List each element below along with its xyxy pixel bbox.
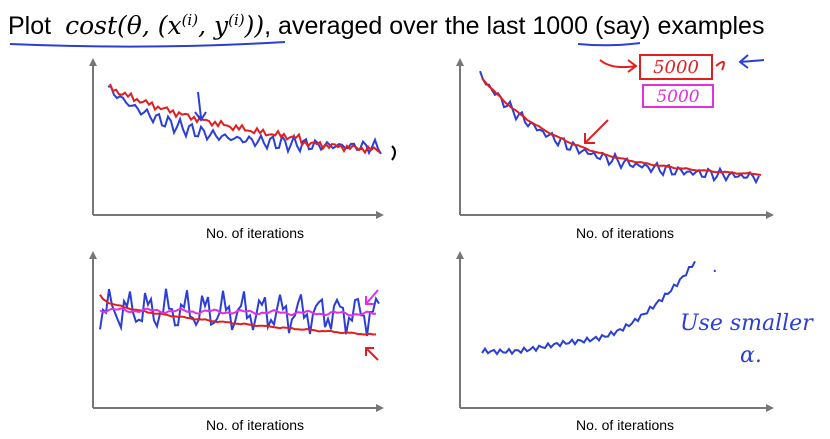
magenta-box bbox=[642, 84, 714, 108]
x-axis-label: No. of iterations bbox=[576, 417, 674, 433]
x-axis-label: No. of iterations bbox=[206, 417, 304, 433]
arrow bbox=[599, 59, 638, 73]
title-text: , averaged over the last bbox=[264, 12, 532, 40]
arrow bbox=[365, 347, 379, 361]
curve bbox=[107, 85, 382, 156]
annotation: α. bbox=[740, 343, 762, 368]
formula: cost(θ, (x bbox=[65, 11, 181, 40]
annotation: Use smaller bbox=[680, 311, 814, 336]
x-axis-label: No. of iterations bbox=[576, 225, 674, 241]
curve bbox=[481, 260, 696, 356]
title-prefix: Plot bbox=[8, 12, 51, 40]
annotation: 5000 bbox=[656, 87, 699, 107]
formula: , y bbox=[198, 11, 229, 40]
arrow bbox=[194, 91, 207, 122]
x-axis-label: No. of iterations bbox=[206, 225, 304, 241]
arrow bbox=[365, 289, 379, 305]
formula: )) bbox=[244, 11, 265, 40]
curve bbox=[109, 83, 381, 155]
underline bbox=[577, 42, 641, 47]
curves bbox=[99, 70, 762, 356]
mark bbox=[391, 145, 396, 161]
arrow bbox=[738, 54, 765, 69]
underline bbox=[9, 41, 286, 48]
title: Plot cost(θ, (x(i), y(i))), averaged over… bbox=[8, 11, 764, 40]
formula: (i) bbox=[228, 11, 245, 29]
arrow bbox=[584, 119, 609, 144]
curve bbox=[99, 294, 377, 336]
arrow bbox=[715, 60, 725, 71]
axes bbox=[89, 58, 774, 412]
curve bbox=[481, 77, 762, 176]
formula: (i) bbox=[182, 11, 199, 29]
title-text: (say) examples bbox=[588, 12, 764, 40]
annotation: 5000 bbox=[653, 57, 699, 78]
curve bbox=[99, 288, 380, 337]
dot: . bbox=[712, 255, 718, 277]
title-highlight: 1000 bbox=[532, 12, 588, 40]
red-box bbox=[639, 54, 713, 80]
curve bbox=[99, 307, 377, 317]
curve bbox=[479, 70, 760, 185]
